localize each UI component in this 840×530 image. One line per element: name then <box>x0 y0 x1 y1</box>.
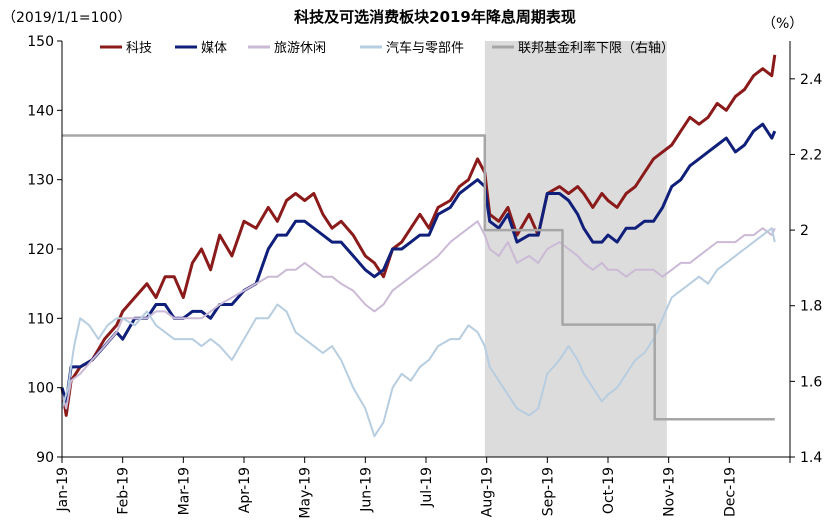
right-tick-label: 2 <box>800 223 809 239</box>
legend-label-2: 媒体 <box>201 41 227 56</box>
series-line-3 <box>61 220 776 410</box>
series-line-5 <box>62 134 775 421</box>
right-tick-label: 1.8 <box>800 299 822 315</box>
series-line-1 <box>60 54 777 417</box>
left-tick-label: 130 <box>27 173 54 189</box>
x-tick-label: Mar-19 <box>176 467 192 515</box>
x-tick-label: Aug-19 <box>480 467 496 517</box>
legend-label-1: 科技 <box>126 41 152 56</box>
right-tick-label: 2.2 <box>800 147 822 163</box>
x-tick-label: May-19 <box>298 467 314 519</box>
left-tick-label: 120 <box>27 242 54 258</box>
chart-title: 科技及可选消费板块2019年降息周期表现 <box>294 8 576 26</box>
legend-label-4: 汽车与零部件 <box>386 40 464 56</box>
x-tick-label: Jun-19 <box>358 467 374 513</box>
x-tick-label: Nov-19 <box>662 467 678 517</box>
right-tick-label: 2.4 <box>800 72 822 88</box>
x-tick-label: Jul-19 <box>419 467 435 508</box>
right-tick-label: 1.6 <box>800 374 822 390</box>
left-tick-label: 150 <box>27 34 54 50</box>
legend-label-5: 联邦基金利率下限（右轴） <box>518 40 674 56</box>
left-tick-label: 100 <box>27 381 54 397</box>
x-tick-label: Feb-19 <box>116 467 132 515</box>
left-tick-label: 110 <box>27 311 54 327</box>
legend-label-3: 旅游休闲 <box>274 41 326 56</box>
shaded-period <box>484 41 667 457</box>
x-tick-label: Sep-19 <box>540 467 556 516</box>
x-tick-label: Dec-19 <box>722 467 738 517</box>
left-tick-label: 140 <box>27 103 54 119</box>
x-tick-label: Apr-19 <box>237 467 253 513</box>
series-line-4 <box>61 227 776 438</box>
x-tick-label: Oct-19 <box>601 467 617 514</box>
left-tick-label: 90 <box>36 450 54 466</box>
right-tick-label: 1.4 <box>800 450 822 466</box>
right-axis-unit: （%） <box>762 16 803 32</box>
left-axis-unit: （2019/1/1=100） <box>2 10 131 26</box>
x-tick-label: Jan-19 <box>55 467 71 512</box>
